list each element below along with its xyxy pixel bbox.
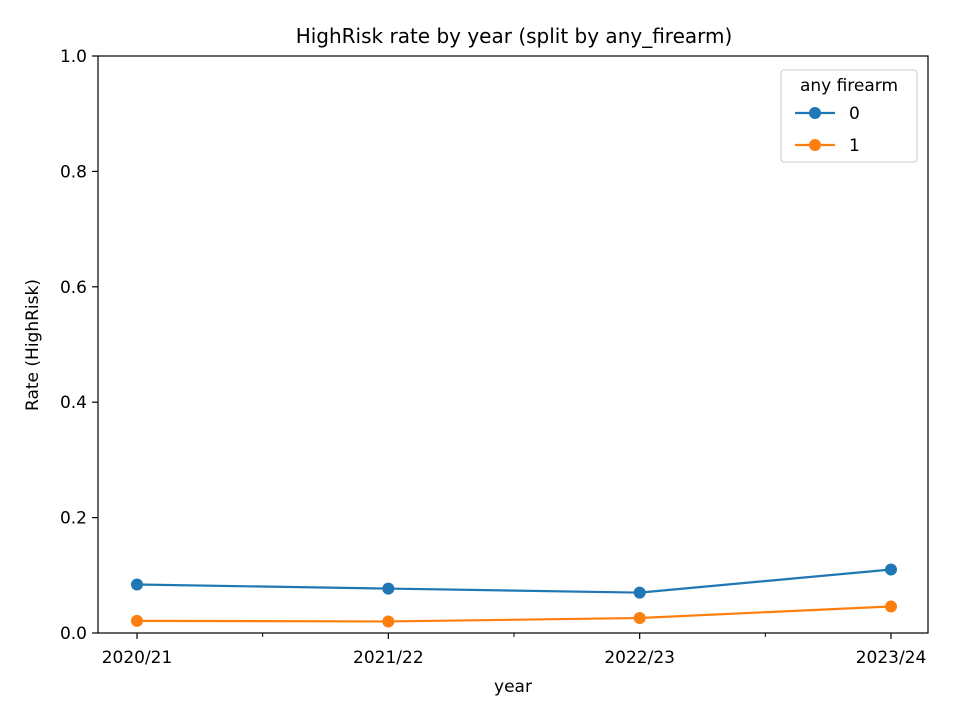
legend-marker-1 — [809, 139, 821, 151]
y-tick-label: 0.2 — [60, 509, 87, 529]
data-point — [382, 582, 395, 595]
data-point — [131, 578, 143, 591]
legend-label-0: 0 — [849, 104, 860, 124]
series-layer — [131, 563, 897, 628]
y-tick-label: 0.0 — [60, 624, 87, 644]
x-axis-label: year — [494, 677, 532, 697]
y-axis-ticks: 0.0 0.2 0.4 0.6 0.8 1.0 — [60, 47, 98, 644]
data-point — [131, 614, 143, 627]
legend-title: any firearm — [800, 76, 898, 96]
data-point — [633, 586, 646, 599]
y-tick-label: 1.0 — [60, 47, 87, 67]
x-tick-label: 2023/24 — [856, 648, 927, 668]
x-axis-ticks: 2020/21 2021/22 2022/23 2023/24 — [102, 633, 927, 668]
y-tick-label: 0.4 — [60, 393, 87, 413]
x-tick-label: 2020/21 — [102, 648, 173, 668]
legend-marker-0 — [809, 107, 821, 119]
y-tick-label: 0.8 — [60, 162, 87, 182]
legend: any firearm 0 1 — [780, 69, 918, 163]
plot-frame — [97, 55, 929, 634]
legend-label-1: 1 — [849, 136, 860, 156]
x-tick-label: 2021/22 — [353, 648, 424, 668]
data-point — [633, 611, 646, 624]
y-axis-label: Rate (HighRisk) — [23, 279, 43, 411]
data-point — [885, 600, 897, 613]
y-tick-label: 0.6 — [60, 278, 87, 298]
series-line-0 — [136, 568, 892, 594]
series-line-1 — [136, 605, 892, 623]
data-point — [382, 615, 395, 628]
x-tick-label: 2022/23 — [604, 648, 675, 668]
chart-title: HighRisk rate by year (split by any_fire… — [296, 24, 733, 48]
data-point — [885, 563, 897, 576]
